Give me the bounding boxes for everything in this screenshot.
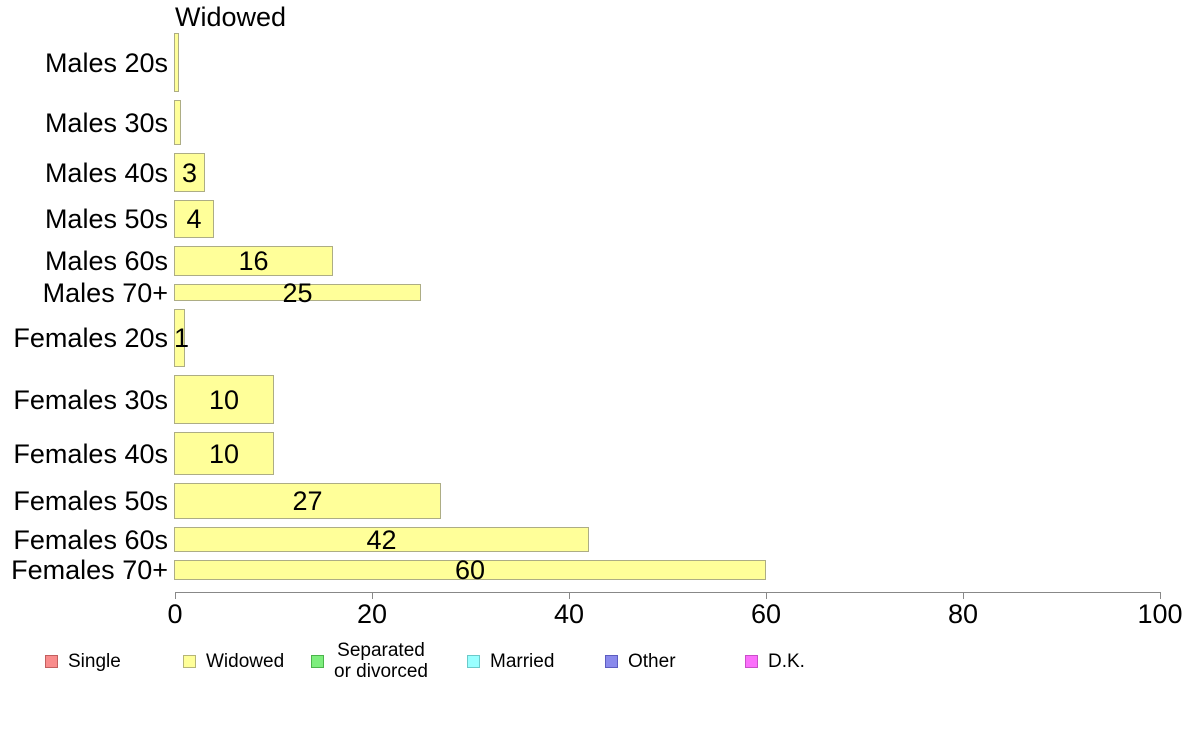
legend-label: Married: [490, 650, 555, 672]
x-axis-tick: [569, 592, 570, 599]
bar: [174, 100, 181, 145]
legend-item: Separated or divorced: [311, 640, 428, 682]
bar-value-label: 3: [181, 157, 198, 188]
x-axis-tick-label: 100: [1137, 599, 1183, 629]
x-axis-tick: [372, 592, 373, 599]
bar: [174, 246, 333, 276]
x-axis-tick: [766, 592, 767, 599]
bar: [174, 200, 214, 238]
x-axis-tick: [963, 592, 964, 599]
bar-value-label: 10: [208, 384, 240, 415]
category-label: Females 50s: [13, 486, 168, 516]
x-axis-line: [175, 592, 1160, 593]
bar: [174, 483, 441, 519]
bar-value-label: 27: [292, 486, 323, 516]
x-axis-tick-label: 20: [356, 599, 388, 629]
bar-value-label: 60: [454, 555, 486, 585]
category-label: Females 60s: [13, 524, 168, 555]
x-axis-tick-label: 40: [553, 599, 585, 629]
bar-value-label: 42: [366, 524, 397, 555]
bar: [174, 33, 179, 92]
legend-label: Widowed: [206, 650, 285, 672]
x-axis-tick-label: 0: [167, 599, 183, 629]
legend-label: Single: [68, 650, 121, 672]
bar-value-label: 1: [174, 323, 190, 353]
x-axis-tick: [175, 592, 176, 599]
bar: [174, 560, 766, 580]
bar: [174, 375, 274, 424]
legend-label-line: Separated: [337, 640, 425, 661]
legend-item: Married: [467, 640, 554, 682]
legend-label: Other: [628, 650, 676, 672]
category-label: Females 70+: [11, 555, 168, 585]
bar: [174, 153, 205, 192]
legend-item: Other: [605, 640, 676, 682]
legend-item: Single: [45, 640, 121, 682]
legend: Single Widowed Separated or divorced Married…: [0, 640, 1188, 690]
legend-label-line: or divorced: [334, 661, 428, 682]
legend-swatch-icon: [467, 654, 480, 668]
category-label: Males 70+: [42, 277, 168, 308]
bar: [174, 309, 185, 367]
legend-swatch-icon: [45, 654, 58, 668]
x-axis-tick: [1160, 592, 1161, 599]
bar: [174, 527, 589, 552]
category-label: Males 20s: [44, 47, 168, 78]
category-label: Females 20s: [13, 323, 168, 353]
chart-title: Widowed: [175, 2, 287, 32]
x-axis-tick-label: 60: [750, 599, 782, 629]
legend-swatch-icon: [745, 654, 758, 668]
bar: [174, 284, 421, 301]
category-label: Males 40s: [44, 157, 168, 188]
legend-item: D.K.: [745, 640, 805, 682]
legend-swatch-icon: [311, 654, 324, 668]
category-label: Males 50s: [44, 204, 168, 234]
bar-value-label: 16: [238, 246, 269, 276]
category-label: Males 60s: [44, 246, 168, 276]
bar: [174, 432, 274, 475]
category-label: Females 30s: [13, 384, 168, 415]
bar-value-label: 25: [282, 277, 313, 308]
bar-value-label: 10: [208, 438, 240, 469]
legend-swatch-icon: [605, 654, 618, 668]
x-axis-tick-label: 80: [947, 599, 979, 629]
category-label: Females 40s: [13, 438, 168, 469]
legend-label: Separated or divorced: [334, 640, 428, 682]
legend-label: D.K.: [768, 650, 805, 672]
legend-item: Widowed: [183, 640, 284, 682]
legend-swatch-icon: [183, 654, 196, 668]
bar-value-label: 4: [186, 204, 202, 234]
category-label: Males 30s: [44, 107, 168, 138]
